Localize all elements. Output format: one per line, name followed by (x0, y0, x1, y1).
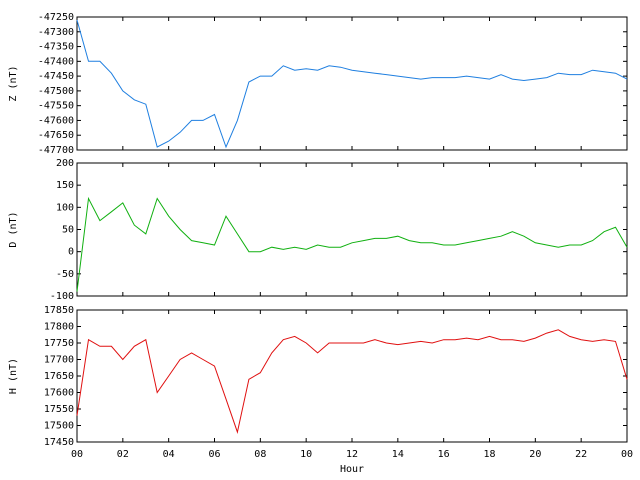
data-line (76, 196, 628, 292)
x-axis-label: Hour (340, 464, 364, 475)
y-tick-label: -47300 (38, 27, 74, 38)
plot-frame (76, 309, 628, 443)
y-tick-label: 17650 (44, 371, 74, 382)
x-tick-label: 00 (621, 449, 633, 460)
y-tick-label: 50 (62, 225, 74, 236)
y-tick-label: -47500 (38, 86, 74, 97)
y-tick-label: -47700 (38, 145, 74, 156)
x-tick-label: 06 (208, 449, 220, 460)
y-tick-label: 17800 (44, 322, 74, 333)
plot-frame (76, 16, 628, 151)
x-tick-label: 20 (529, 449, 541, 460)
y-axis-label: Z (nT) (8, 65, 19, 101)
data-line (76, 19, 628, 149)
y-tick-label: 17600 (44, 388, 74, 399)
y-tick-label: -47600 (38, 115, 74, 126)
x-tick-label: 00 (71, 449, 83, 460)
x-tick-label: 22 (575, 449, 587, 460)
y-tick-label: 17850 (44, 305, 74, 316)
y-tick-label: 100 (56, 202, 74, 213)
y-tick-label: -47250 (38, 12, 74, 23)
y-tick-label: -47450 (38, 71, 74, 82)
y-tick-label: -47650 (38, 130, 74, 141)
data-line (76, 329, 628, 434)
x-tick-label: 16 (438, 449, 450, 460)
x-tick-label: 12 (346, 449, 358, 460)
y-tick-label: 17700 (44, 355, 74, 366)
y-tick-label: 0 (68, 247, 74, 258)
y-tick-label: -47550 (38, 101, 74, 112)
y-axis-label: D (nT) (8, 211, 19, 247)
x-tick-label: 18 (483, 449, 495, 460)
x-tick-label: 10 (300, 449, 312, 460)
x-tick-label: 14 (392, 449, 404, 460)
y-tick-label: 150 (56, 180, 74, 191)
x-tick-label: 08 (254, 449, 266, 460)
y-tick-label: 200 (56, 158, 74, 169)
y-tick-label: -50 (56, 269, 74, 280)
y-tick-label: 17450 (44, 437, 74, 448)
y-tick-label: -100 (50, 291, 74, 302)
y-tick-label: 17500 (44, 421, 74, 432)
y-tick-label: 17550 (44, 404, 74, 415)
y-tick-label: -47350 (38, 42, 74, 53)
x-tick-label: 04 (163, 449, 175, 460)
y-tick-label: 17750 (44, 338, 74, 349)
y-tick-label: -47400 (38, 56, 74, 67)
y-axis-label: H (nT) (8, 358, 19, 394)
x-tick-label: 02 (117, 449, 129, 460)
plot-frame (76, 162, 628, 297)
